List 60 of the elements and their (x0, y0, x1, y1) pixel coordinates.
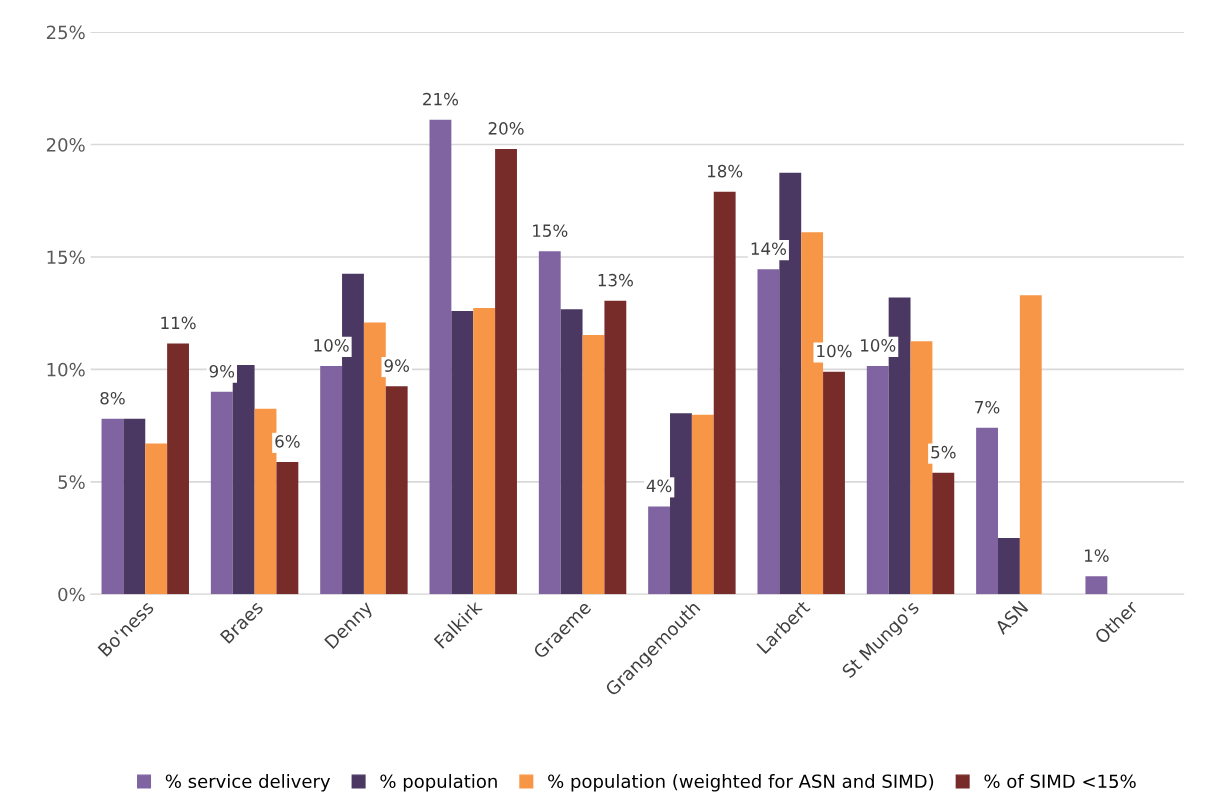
data-label: 13% (598, 273, 633, 287)
data-label: 18% (707, 164, 743, 178)
data-label: 9% (209, 364, 235, 378)
data-label: 9% (384, 359, 410, 372)
y-tick-label: 25% (46, 25, 85, 40)
data-label: 10% (861, 339, 896, 352)
bar (145, 443, 168, 595)
bar (604, 300, 627, 595)
data-label: 21% (423, 92, 459, 106)
bar (1019, 295, 1042, 595)
bar (932, 472, 955, 595)
data-label: 14% (751, 242, 787, 255)
bar (495, 149, 517, 595)
bar (976, 427, 998, 595)
data-label: 8% (100, 391, 125, 405)
bar (232, 364, 255, 595)
data-label: 6% (275, 435, 300, 448)
bar (538, 251, 561, 595)
bar (385, 386, 408, 595)
data-label: 5% (931, 445, 956, 459)
bar (691, 414, 714, 595)
bar (320, 366, 343, 595)
bar (823, 371, 845, 595)
legend-label: % of SIMD <15% (984, 774, 1136, 789)
data-label: 1% (1084, 549, 1109, 562)
bar (210, 391, 233, 595)
bar (123, 418, 146, 595)
bar (363, 322, 386, 595)
bar (451, 310, 474, 595)
y-tick-label: 15% (47, 250, 85, 265)
bar (167, 343, 189, 595)
data-label: 20% (488, 122, 524, 135)
bar (254, 408, 277, 595)
y-tick-label: 10% (47, 362, 85, 377)
bar (670, 413, 692, 595)
legend-label: % service delivery (165, 774, 331, 792)
legend-label: % population (380, 774, 497, 792)
y-tick-label: 0% (58, 587, 85, 602)
data-label: 10% (817, 344, 852, 358)
bar (713, 191, 736, 595)
bar (560, 309, 583, 595)
y-tick-label: 20% (46, 138, 85, 152)
bar (757, 269, 780, 595)
data-label: 4% (646, 479, 672, 493)
legend-label: % population (weighted for ASN and SIMD) (548, 774, 934, 792)
bar (910, 341, 933, 595)
bar (1085, 576, 1108, 595)
bar (997, 538, 1020, 595)
bar (276, 462, 299, 595)
data-label: 7% (975, 400, 1000, 414)
bar (101, 418, 124, 595)
bar (866, 366, 889, 595)
bar (429, 119, 452, 595)
data-label: 10% (314, 339, 349, 352)
data-label: 15% (533, 224, 568, 237)
bar (582, 334, 605, 595)
bar (473, 308, 496, 595)
y-tick-label: 5% (58, 475, 85, 489)
bar (648, 506, 671, 595)
data-label: 11% (161, 316, 196, 330)
